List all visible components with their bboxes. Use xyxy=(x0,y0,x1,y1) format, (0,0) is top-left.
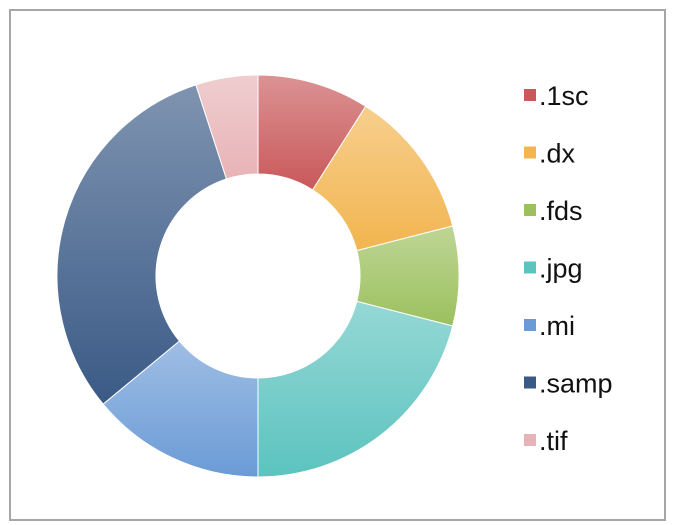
legend-label: .mi xyxy=(539,311,575,341)
legend-swatch xyxy=(524,261,536,274)
legend-label: .tif xyxy=(539,426,568,456)
legend-swatch xyxy=(524,146,536,159)
legend-swatch xyxy=(524,434,536,446)
legend-label: .samp xyxy=(539,369,613,399)
legend-label: .fds xyxy=(539,196,583,226)
legend-swatch xyxy=(524,319,536,331)
legend-swatch xyxy=(524,376,536,389)
legend-swatch xyxy=(524,89,536,101)
legend-swatch xyxy=(524,204,536,216)
legend-label: .1sc xyxy=(539,81,589,111)
legend-label: .jpg xyxy=(539,254,583,284)
legend-label: .dx xyxy=(539,139,576,169)
